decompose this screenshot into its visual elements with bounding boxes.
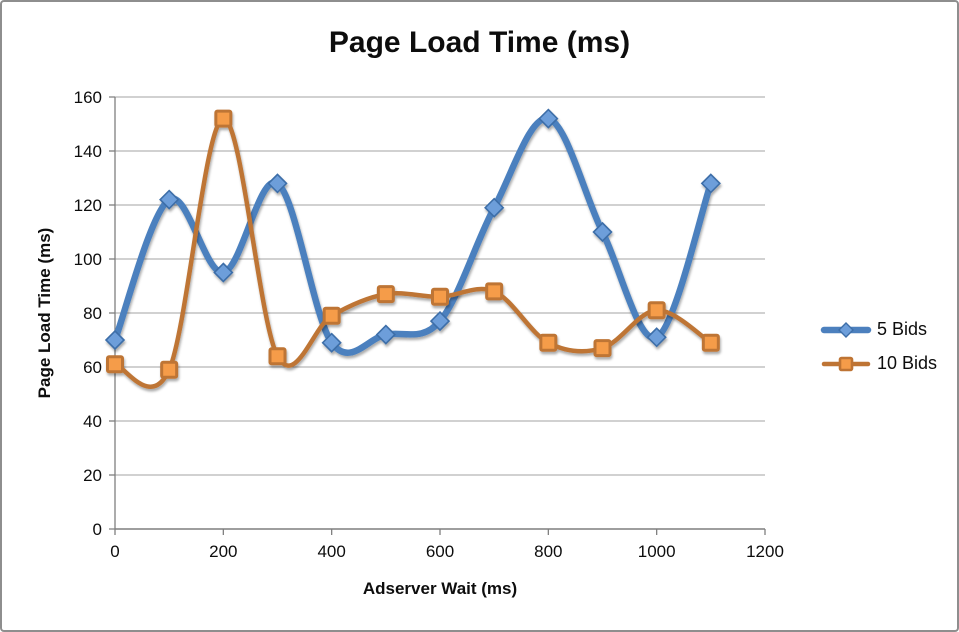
data-point-marker [484,197,505,218]
data-point-marker [160,360,179,379]
y-tick-label-60: 60 [83,358,102,377]
series-10-bids [106,109,720,389]
y-tick-label-100: 100 [74,250,102,269]
chart-title: Page Load Time (ms) [328,26,631,59]
series-5-bids [104,108,721,356]
legend-line-diamond-icon [820,321,872,338]
legend-sample-diamond-icon [838,321,854,338]
series-line [111,115,715,356]
data-point-marker [646,327,667,348]
legend-label-10-bids: 10 Bids [877,353,938,373]
data-point-marker [539,333,558,352]
data-point-marker [700,173,721,194]
data-point-marker [592,221,613,243]
data-point-marker [376,285,395,304]
x-tick-label-1200: 1200 [746,542,784,561]
data-point-marker [485,282,504,301]
x-tick-label-600: 600 [426,542,454,561]
x-tick-label-800: 800 [534,542,562,561]
data-point-marker [213,262,234,283]
x-tick-label-1000: 1000 [638,542,676,561]
legend-line-square-icon [821,356,871,371]
data-point-marker [701,333,720,352]
data-point-marker [268,347,287,366]
legend: 5 Bids 10 Bids [820,319,937,374]
x-axis-title: Adserver Wait (ms) [362,579,518,598]
legend-label-5-bids: 5 Bids [877,319,928,339]
x-tick-label-400: 400 [317,542,345,561]
data-point-marker [106,355,124,374]
y-tick-label-120: 120 [74,196,102,215]
data-point-marker [429,310,451,332]
legend-sample-square-icon [838,356,854,371]
y-tick-label-160: 160 [74,88,102,107]
legend-item-10-bids: 10 Bids [820,353,937,374]
data-point-marker [538,108,559,129]
data-point-marker [267,173,288,194]
x-tick-label-200: 200 [209,542,237,561]
y-tick-label-140: 140 [74,142,102,161]
y-tick-label-20: 20 [83,466,102,485]
data-point-marker [593,339,612,358]
data-point-marker [159,189,180,210]
x-tick-label-0: 0 [110,542,119,561]
y-tick-label-0: 0 [93,520,102,539]
y-tick-label-80: 80 [83,304,102,323]
data-point-marker [431,287,449,306]
data-point-marker [104,329,126,351]
legend-item-5-bids: 5 Bids [820,319,937,340]
data-point-marker [214,109,233,128]
data-point-marker [375,324,396,345]
data-point-marker [647,301,666,320]
data-point-marker [321,332,342,353]
data-point-marker [322,306,341,325]
y-tick-label-40: 40 [83,412,102,431]
